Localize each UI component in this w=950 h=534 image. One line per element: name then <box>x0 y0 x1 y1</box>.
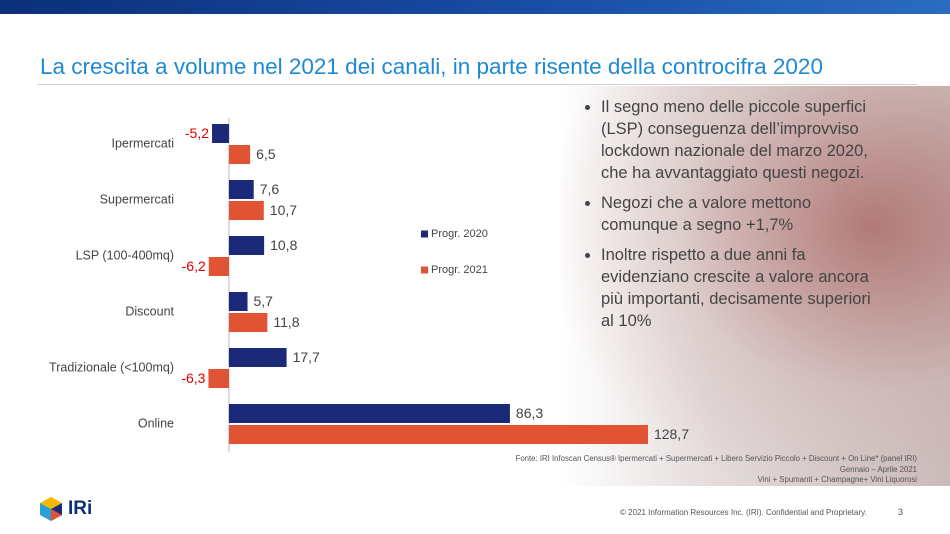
value-label: -6,2 <box>182 258 206 274</box>
title-rule <box>38 84 918 85</box>
page-number: 3 <box>898 507 904 517</box>
bar <box>208 257 229 276</box>
background-photo <box>560 86 950 486</box>
legend-swatch <box>421 230 428 238</box>
value-label: 10,8 <box>270 237 297 253</box>
copyright: © 2021 Information Resources Inc. (IRI).… <box>620 508 867 517</box>
category-label: Online <box>138 416 174 430</box>
value-label: 7,6 <box>260 181 280 197</box>
slide-title: La crescita a volume nel 2021 dei canali… <box>40 54 823 79</box>
bullet-list: Il segno meno delle piccole superfici (L… <box>583 96 886 340</box>
bar <box>228 201 264 220</box>
source-note: Fonte: IRI Infoscan Census® Ipermercati … <box>516 454 917 486</box>
value-label: 128,7 <box>654 426 689 442</box>
value-label: 17,7 <box>293 349 320 365</box>
top-bar <box>0 0 950 14</box>
category-label: Ipermercati <box>111 136 174 150</box>
bar <box>228 145 251 164</box>
legend-label: Progr. 2021 <box>431 264 488 276</box>
category-label: Discount <box>125 304 174 318</box>
category-label: Tradizionale (<100mq) <box>49 360 174 374</box>
bullet: Negozi che a valore mettono comunque a s… <box>601 192 886 236</box>
legend-label: Progr. 2020 <box>431 228 488 240</box>
legend-swatch <box>421 266 428 274</box>
value-label: 11,8 <box>273 314 299 330</box>
value-label: 10,7 <box>270 202 297 218</box>
bullet: Il segno meno delle piccole superfici (L… <box>601 96 886 184</box>
bar <box>228 404 510 423</box>
logo-icon <box>40 497 62 521</box>
bar <box>228 236 265 255</box>
category-label: LSP (100-400mq) <box>76 248 174 262</box>
value-label: 6,5 <box>256 146 276 162</box>
category-label: Supermercati <box>100 192 174 206</box>
source-line: Fonte: IRI Infoscan Census® Ipermercati … <box>515 454 917 463</box>
bar <box>208 369 229 388</box>
source-line: Gennaio – Aprile 2021 <box>839 464 917 474</box>
bar <box>228 425 648 444</box>
bar <box>212 124 229 143</box>
bar <box>228 313 268 332</box>
logo-text: IRi <box>68 498 93 519</box>
value-label: 86,3 <box>516 405 543 421</box>
value-label: -6,3 <box>181 370 205 386</box>
bar <box>228 292 248 311</box>
bar <box>228 348 287 367</box>
bullet: Inoltre rispetto a due anni fa evidenzia… <box>601 244 886 332</box>
source-line: Vini + Spumanti + Champagne+ Vini Liquor… <box>757 475 917 484</box>
value-label: 5,7 <box>254 293 274 309</box>
value-label: -5,2 <box>185 125 209 141</box>
bar <box>228 180 254 199</box>
